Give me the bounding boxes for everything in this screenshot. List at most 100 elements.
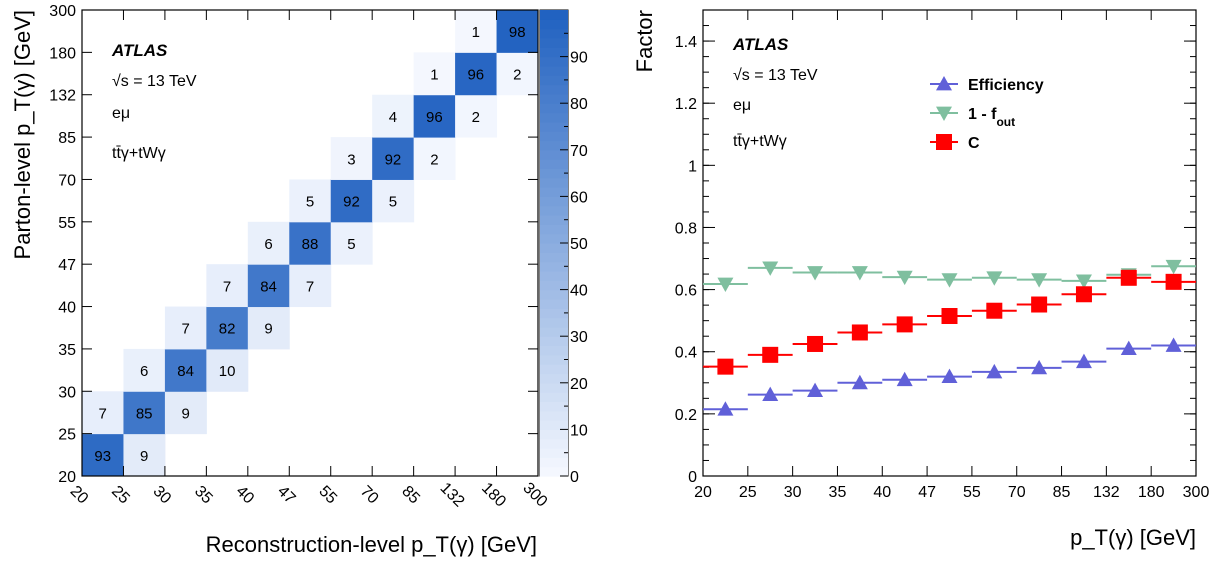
heatmap-y-tick-label: 20 bbox=[58, 469, 76, 486]
colorbar-segment bbox=[540, 382, 568, 393]
colorbar-segment bbox=[540, 121, 568, 132]
data-point bbox=[717, 401, 734, 416]
legend-marker bbox=[936, 134, 952, 150]
colorbar-segment bbox=[540, 261, 568, 272]
heatmap-cell bbox=[413, 94, 456, 138]
legend-marker bbox=[936, 106, 952, 121]
heatmap-x-tick-label: 40 bbox=[232, 483, 257, 508]
colorbar-segment bbox=[540, 420, 568, 430]
legend-label: Efficiency bbox=[968, 77, 1044, 94]
heatmap-cell-value: 6 bbox=[140, 363, 148, 380]
heatmap-cell bbox=[206, 348, 249, 392]
factors-y-tick-label: 1 bbox=[688, 158, 697, 175]
factors-process-label: tt̄γ+tWγ bbox=[733, 133, 787, 150]
heatmap-cell-value: 9 bbox=[264, 321, 272, 338]
heatmap-x-tick-label: 132 bbox=[437, 480, 468, 511]
data-point bbox=[807, 266, 824, 281]
colorbar-segment bbox=[540, 47, 568, 58]
data-point bbox=[1120, 269, 1137, 286]
data-point bbox=[941, 308, 958, 325]
heatmap-y-tick-label: 55 bbox=[58, 215, 76, 232]
heatmap-cell bbox=[455, 94, 498, 138]
colorbar-segment bbox=[540, 187, 568, 197]
colorbar-segment bbox=[540, 345, 568, 356]
data-point bbox=[1031, 296, 1048, 313]
colorbar-segment bbox=[540, 336, 568, 347]
data-point bbox=[941, 273, 958, 288]
data-point bbox=[1165, 337, 1182, 352]
colorbar-segment bbox=[540, 364, 568, 375]
colorbar-segment bbox=[540, 373, 568, 384]
factors-x-tick-label: 20 bbox=[694, 484, 712, 501]
colorbar-segment bbox=[540, 84, 568, 95]
colorbar-segment bbox=[540, 308, 568, 319]
heatmap-x-tick-label: 20 bbox=[67, 483, 92, 508]
heatmap-y-tick-label: 40 bbox=[58, 300, 76, 317]
heatmap-cell bbox=[330, 137, 373, 180]
colorbar-segment bbox=[540, 289, 568, 300]
heatmap-x-tick-label: 25 bbox=[108, 483, 133, 508]
correction-factors-panel: 20 25 30 35 40 47 55 70 85 132 180 300 0 0.2 0.4 0.6 0.8… bbox=[632, 9, 1209, 550]
heatmap-cell-value: 96 bbox=[467, 67, 484, 84]
colorbar-tick-label: 50 bbox=[570, 236, 588, 253]
colorbar-segment bbox=[540, 448, 568, 458]
colorbar-segment bbox=[540, 233, 568, 244]
data-point bbox=[762, 386, 779, 402]
data-point bbox=[762, 261, 779, 276]
data-point bbox=[896, 270, 913, 286]
colorbar-tick-label: 0 bbox=[570, 469, 579, 486]
colorbar-segment bbox=[540, 466, 568, 477]
heatmap-cell bbox=[289, 264, 332, 308]
colorbar-tick-label: 30 bbox=[570, 329, 588, 346]
heatmap-y-axis-label: Parton-level p_T(γ) [GeV] bbox=[10, 10, 35, 259]
heatmap-cell bbox=[206, 306, 249, 350]
heatmap-cell-value: 2 bbox=[472, 109, 480, 126]
heatmap-cell bbox=[123, 391, 166, 435]
heatmap-cell bbox=[413, 137, 456, 180]
heatmap-cell-value: 10 bbox=[219, 363, 236, 380]
heatmap-process-label: tt̄γ+tWγ bbox=[112, 145, 166, 162]
colorbar-segment bbox=[540, 270, 568, 281]
factors-x-tick-label: 70 bbox=[1008, 484, 1026, 501]
heatmap-cell bbox=[496, 10, 539, 53]
factors-x-tick-label: 40 bbox=[873, 484, 891, 501]
data-point bbox=[717, 277, 734, 293]
data-point bbox=[1031, 273, 1048, 288]
data-point bbox=[1120, 340, 1137, 356]
factors-energy-label: √s = 13 TeV bbox=[733, 67, 818, 84]
heatmap-x-tick-label: 180 bbox=[478, 480, 509, 511]
data-point bbox=[1075, 353, 1092, 369]
colorbar-segment bbox=[540, 243, 568, 253]
colorbar-tick-label: 40 bbox=[570, 283, 588, 300]
colorbar-segment bbox=[540, 429, 568, 440]
heatmap-cell bbox=[247, 221, 290, 265]
factors-x-tick-label: 30 bbox=[784, 484, 802, 501]
colorbar-segment bbox=[540, 103, 568, 114]
heatmap-cell bbox=[247, 264, 290, 308]
colorbar-segment bbox=[540, 354, 568, 365]
colorbar-segment bbox=[540, 37, 568, 48]
factors-y-axis-label: Factor bbox=[632, 10, 657, 72]
heatmap-cell-value: 9 bbox=[140, 448, 148, 465]
heatmap-cell-value: 1 bbox=[472, 24, 480, 41]
factors-axis-ticks: 20 25 30 35 40 47 55 70 85 132 180 300 0 0.2 0.4 0.6 0.8… bbox=[675, 9, 1209, 501]
heatmap-cell-value: 1 bbox=[430, 67, 438, 84]
heatmap-cell-value: 2 bbox=[430, 151, 438, 168]
data-point bbox=[807, 382, 824, 397]
heatmap-cell-value: 4 bbox=[389, 109, 397, 126]
heatmap-cells: 93 97 85 96 84 107 82 97 84 76 88 55 92 53 92 24 96 21 96 2… bbox=[82, 10, 539, 477]
heatmap-cell-value: 92 bbox=[385, 151, 402, 168]
heatmap-cell bbox=[82, 391, 124, 435]
data-point bbox=[1075, 286, 1092, 303]
heatmap-y-tick-label: 30 bbox=[58, 384, 76, 401]
heatmap-cell bbox=[289, 221, 332, 265]
heatmap-cell-value: 96 bbox=[426, 109, 443, 126]
heatmap-energy-label: √s = 13 TeV bbox=[112, 73, 197, 90]
factors-y-tick-label: 0.6 bbox=[675, 283, 697, 300]
legend-label: 1 - fout bbox=[968, 106, 1015, 129]
colorbar-tick-label: 20 bbox=[570, 376, 588, 393]
heatmap-cell bbox=[164, 306, 207, 350]
colorbar-tick-label: 90 bbox=[570, 50, 588, 67]
colorbar-segment bbox=[540, 131, 568, 142]
factors-x-axis-label: p_T(γ) [GeV] bbox=[1070, 525, 1196, 550]
